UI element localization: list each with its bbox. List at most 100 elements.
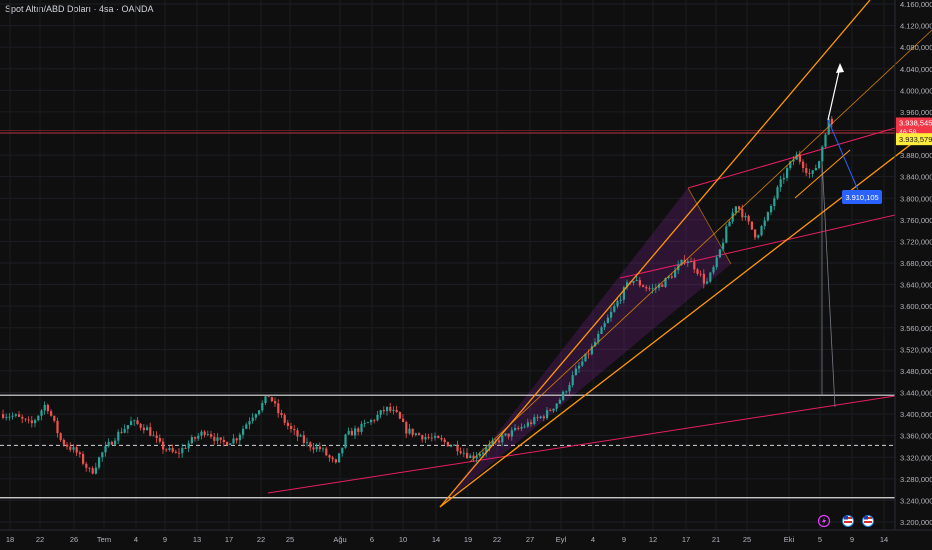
candle-body xyxy=(450,445,453,447)
y-tick-label: 3.640,000 xyxy=(900,281,932,290)
x-tick-label: 25 xyxy=(286,535,294,544)
candle-body xyxy=(437,435,440,439)
candle-body xyxy=(747,215,750,222)
candle-body xyxy=(59,433,62,440)
us-flag-icon[interactable] xyxy=(842,515,854,527)
candle-body xyxy=(88,467,91,469)
candle-body xyxy=(690,261,693,263)
y-tick-label: 3.600,000 xyxy=(900,302,932,311)
wedge-fill xyxy=(440,188,731,507)
y-tick-label: 3.440,000 xyxy=(900,389,932,398)
candle-body xyxy=(411,428,414,435)
candle-body xyxy=(674,270,677,278)
candle-body xyxy=(651,288,654,290)
candle-body xyxy=(27,419,30,421)
candle-body xyxy=(782,177,785,180)
candle-body xyxy=(98,457,101,468)
secondary-price-box xyxy=(896,133,932,146)
candle-body xyxy=(386,406,389,412)
candle-body xyxy=(56,420,59,434)
candle-body xyxy=(370,419,373,423)
candle-body xyxy=(514,428,517,431)
y-tick-label: 3.960,000 xyxy=(900,108,932,117)
candle-body xyxy=(808,172,811,174)
candle-body xyxy=(72,447,75,450)
x-tick-label: Tem xyxy=(97,535,111,544)
candle-body xyxy=(187,443,190,449)
target-price-label: 3.910,105 xyxy=(845,193,878,202)
candle-body xyxy=(290,425,293,430)
x-tick-label: 10 xyxy=(399,535,407,544)
candle-body xyxy=(613,306,616,312)
candle-body xyxy=(686,261,689,263)
candle-body xyxy=(638,280,641,286)
candle-body xyxy=(440,438,443,440)
candle-body xyxy=(795,154,798,160)
secondary-price-label: 3.933,579 xyxy=(899,135,932,144)
candle-body xyxy=(472,455,475,459)
candle-body xyxy=(114,440,117,445)
candle-body xyxy=(395,409,398,412)
candle-body xyxy=(773,198,776,206)
candle-body xyxy=(568,385,571,392)
candle-body xyxy=(578,365,581,369)
candle-body xyxy=(360,423,363,432)
candle-body xyxy=(232,438,235,444)
lightning-icon[interactable] xyxy=(817,514,831,528)
candle-body xyxy=(194,437,197,439)
candle-body xyxy=(667,276,670,279)
y-tick-label: 3.240,000 xyxy=(900,496,932,505)
candle-body xyxy=(546,410,549,419)
y-tick-label: 4.120,000 xyxy=(900,22,932,31)
candle-body xyxy=(632,280,635,283)
candle-body xyxy=(523,426,526,428)
candle-body xyxy=(142,427,145,431)
candle-body xyxy=(2,414,5,418)
candle-body xyxy=(274,401,277,404)
candle-body xyxy=(376,414,379,421)
candle-body xyxy=(725,226,728,243)
projection-diagonal xyxy=(821,159,836,408)
target-price-box xyxy=(842,190,882,204)
y-tick-label: 3.880,000 xyxy=(900,151,932,160)
candle-body xyxy=(117,431,120,441)
drawings-back xyxy=(0,127,896,507)
candle-body xyxy=(139,423,142,428)
candle-body xyxy=(459,451,462,454)
candle-body xyxy=(530,422,533,425)
us-flag-icon[interactable] xyxy=(862,515,874,527)
candle-body xyxy=(789,161,792,169)
x-tick-label: 21 xyxy=(712,535,720,544)
candle-body xyxy=(818,161,821,168)
y-tick-label: 3.680,000 xyxy=(900,259,932,268)
candle-body xyxy=(536,417,539,418)
candle-body xyxy=(104,446,107,453)
candle-body xyxy=(555,403,558,409)
y-tick-label: 3.320,000 xyxy=(900,453,932,462)
candle-body xyxy=(498,440,501,443)
candle-body xyxy=(594,341,597,347)
candle-body xyxy=(408,428,411,434)
candle-body xyxy=(718,249,721,258)
candle-body xyxy=(744,215,747,218)
y-tick-label: 3.400,000 xyxy=(900,410,932,419)
candle-body xyxy=(469,455,472,459)
candle-body xyxy=(510,430,513,437)
candle-body xyxy=(30,420,33,424)
candle-body xyxy=(722,242,725,250)
candle-body xyxy=(491,440,494,445)
y-tick-label: 4.080,000 xyxy=(900,43,932,52)
y-tick-label: 3.480,000 xyxy=(900,367,932,376)
candle-body xyxy=(344,434,347,448)
candle-body xyxy=(350,430,353,436)
candle-body xyxy=(261,403,264,411)
candle-body xyxy=(661,284,664,287)
candle-body xyxy=(741,208,744,218)
candle-body xyxy=(40,410,43,416)
candle-body xyxy=(786,168,789,178)
candle-body xyxy=(702,273,705,284)
candle-body xyxy=(206,434,209,435)
candle-body xyxy=(190,437,193,444)
